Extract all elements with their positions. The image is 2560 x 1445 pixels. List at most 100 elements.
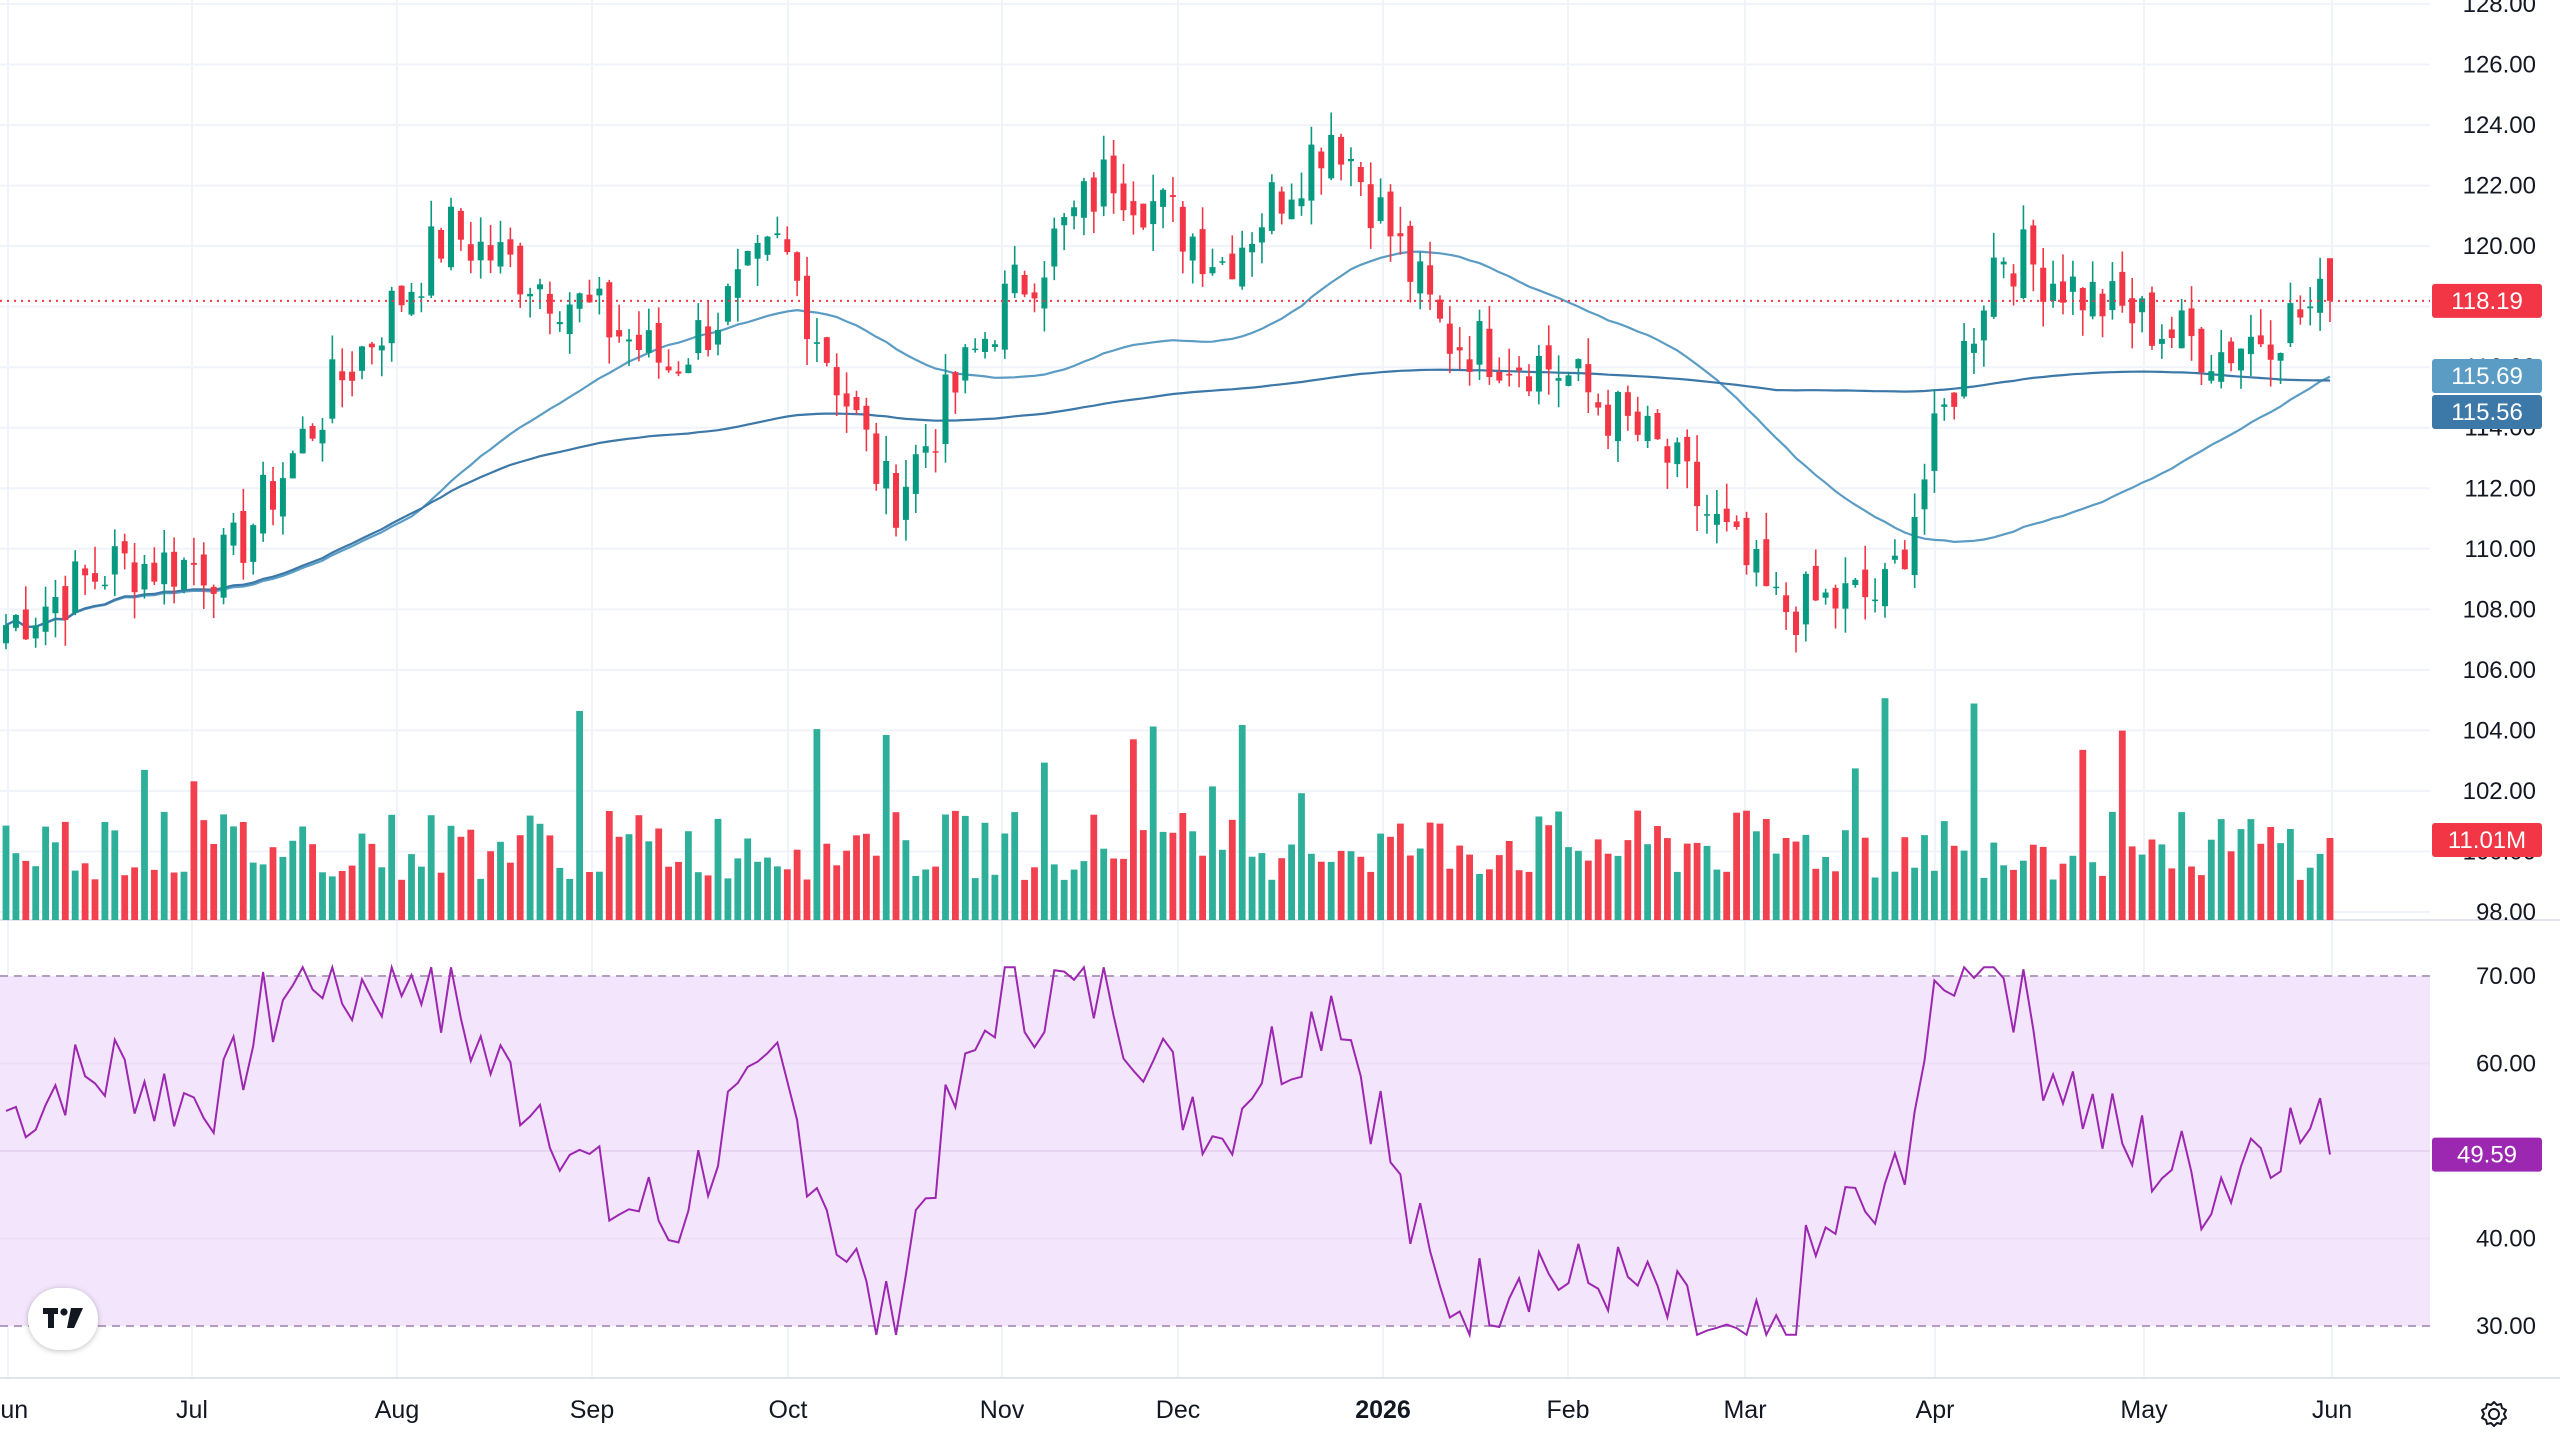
candle	[1377, 178, 1384, 224]
candle	[2178, 298, 2185, 349]
candle-body	[813, 342, 820, 344]
candle-body	[1595, 402, 1602, 408]
candle-body	[1090, 177, 1097, 212]
volume-bar	[1555, 811, 1562, 920]
candle-body	[665, 366, 672, 371]
candle-body	[1773, 586, 1780, 589]
candle-body	[764, 236, 771, 255]
volume-bar	[981, 822, 989, 920]
candle	[1951, 392, 1958, 420]
volume-bar	[2128, 846, 2136, 920]
candle-body	[2168, 329, 2175, 338]
price-tick-label: 120.00	[2463, 233, 2536, 260]
candle-body	[1011, 264, 1018, 294]
candle	[635, 311, 642, 362]
volume-bar	[279, 856, 287, 920]
candle	[418, 282, 425, 313]
candle	[1160, 188, 1167, 229]
candle	[2168, 316, 2175, 349]
volume-bar	[388, 814, 396, 920]
candle-body	[1634, 411, 1641, 435]
candle	[2287, 282, 2294, 348]
candle-body	[1080, 181, 1087, 218]
candle-body	[1496, 372, 1503, 381]
candle	[1348, 147, 1354, 187]
ma-fast-badge-label: 115.69	[2451, 363, 2523, 390]
candle	[843, 372, 850, 433]
ma-fast-line	[5, 250, 2331, 629]
time-axis[interactable]: Jun Jul Aug Sep Oct Nov Dec 2026 Feb Mar Apr May Jun	[0, 1396, 2352, 1424]
volume-bar	[230, 826, 237, 920]
volume-bar	[2198, 875, 2205, 920]
candle	[1941, 398, 1948, 421]
candle-body	[517, 245, 524, 295]
tradingview-logo-icon[interactable]	[28, 1288, 98, 1350]
candle-body	[1278, 191, 1285, 214]
candle	[952, 370, 959, 414]
volume-bar	[2267, 827, 2275, 920]
volume-bar	[32, 866, 40, 920]
candle	[210, 584, 217, 619]
candle-body	[1674, 442, 1681, 465]
candle	[626, 328, 632, 367]
volume-bar	[1673, 871, 1681, 920]
candle-body	[902, 486, 909, 520]
candle	[883, 435, 890, 515]
candle-body	[299, 428, 306, 454]
price-tick-label: 108.00	[2463, 596, 2536, 623]
volume-bar	[714, 818, 722, 920]
volume-bar	[2029, 844, 2037, 920]
volume-badge: 11.01M	[2432, 823, 2542, 857]
candle-body	[1437, 299, 1443, 319]
volume-bar	[635, 815, 643, 920]
volume-bar	[210, 844, 218, 920]
candle-body	[507, 239, 514, 255]
volume-bar	[1159, 831, 1167, 920]
candle-body	[32, 625, 39, 639]
volume-bar	[1100, 848, 1108, 920]
volume-bar	[101, 822, 109, 920]
candle	[734, 248, 741, 322]
volume-bar	[2277, 843, 2284, 920]
candle	[2099, 288, 2106, 338]
candle-body	[101, 584, 108, 587]
candle-body	[339, 371, 346, 381]
candle-body	[1061, 217, 1068, 226]
volume-bar	[2069, 855, 2077, 920]
candle	[368, 341, 375, 365]
gear-icon[interactable]	[2474, 1394, 2514, 1434]
ma-slow-badge-bg	[2432, 395, 2542, 429]
volume-bar	[299, 826, 307, 920]
volume-bar	[1713, 869, 1721, 920]
candle-body	[1802, 573, 1809, 625]
candle-body	[2178, 310, 2185, 349]
volume-bar	[1080, 861, 1088, 920]
candle	[2000, 257, 2007, 279]
last-price-badge: 118.19	[2432, 283, 2542, 318]
candle-body	[1882, 569, 1888, 607]
candle	[972, 338, 979, 353]
time-label: Jun	[2312, 1396, 2352, 1424]
candle	[121, 533, 128, 570]
candle	[1308, 126, 1315, 225]
candle	[1555, 355, 1562, 408]
candle-body	[72, 561, 79, 613]
candle	[3, 614, 9, 650]
candle-body	[734, 269, 741, 298]
volume-bar	[1456, 845, 1464, 920]
candle-body	[2069, 276, 2076, 292]
candle	[784, 226, 791, 255]
volume-bar	[1634, 810, 1642, 920]
candle	[1219, 256, 1226, 266]
price-axis[interactable]: 128.00126.00124.00122.00120.00118.00116.…	[2463, 0, 2536, 926]
volume-badge-label: 11.01M	[2448, 827, 2526, 854]
candle	[428, 200, 435, 299]
volume-bar	[2148, 839, 2156, 920]
candle	[546, 281, 553, 335]
rsi-tick-label: 70.00	[2476, 963, 2536, 990]
time-label: Feb	[1546, 1396, 1589, 1424]
candle	[1891, 539, 1898, 564]
candle	[1229, 235, 1236, 280]
